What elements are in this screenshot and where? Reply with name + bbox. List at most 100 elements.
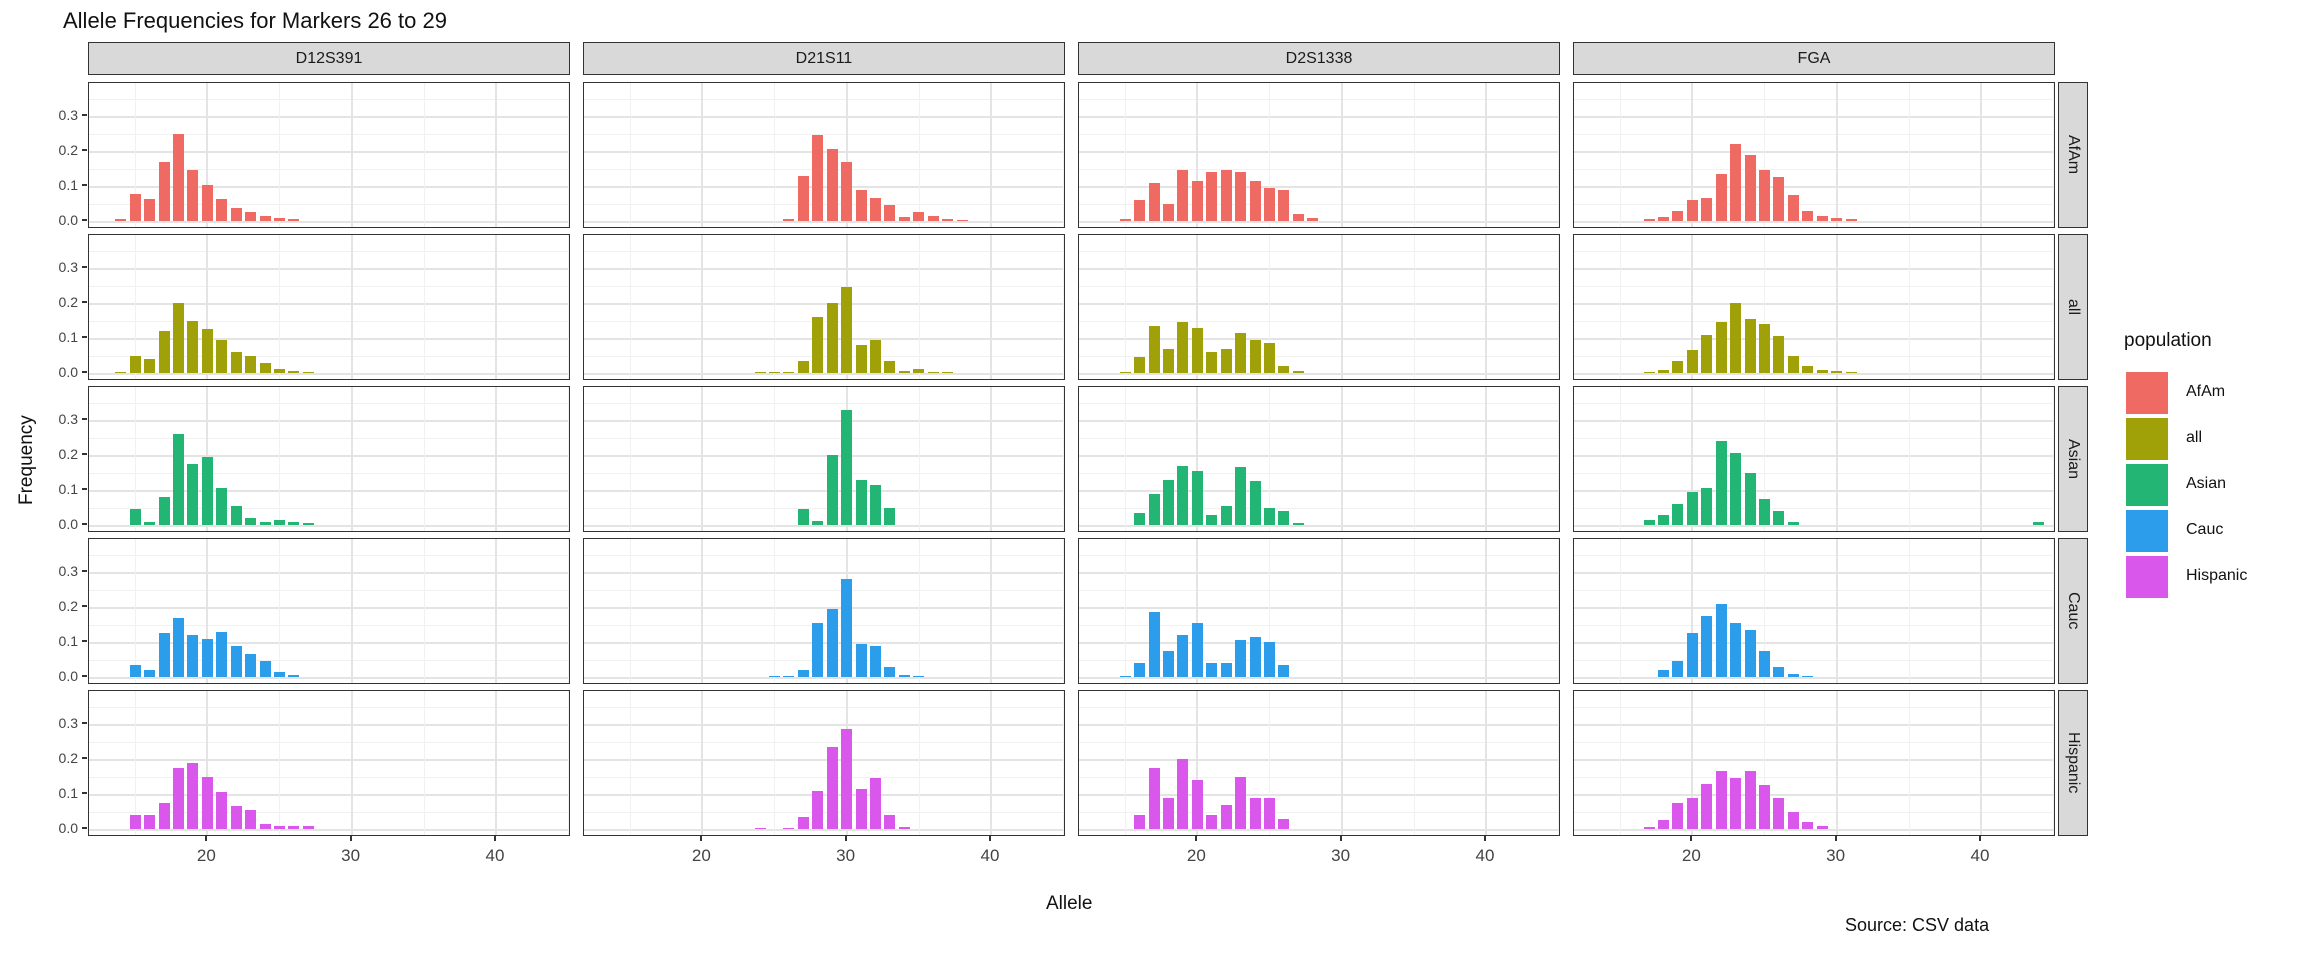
histogram-bar: [754, 371, 766, 373]
histogram-bar: [1845, 371, 1857, 373]
gridline-minor-h: [89, 98, 569, 100]
gridline-major-h: [584, 151, 1064, 153]
y-tick-label: 0.2: [58, 750, 78, 766]
gridline-minor-v: [2053, 83, 2055, 227]
gridline-minor-h: [584, 250, 1064, 252]
gridline-major-h: [1079, 373, 1559, 375]
histogram-bar: [826, 149, 838, 221]
y-tick-label: 0.3: [58, 107, 78, 123]
y-tick-mark: [82, 570, 87, 572]
x-axis-title: Allele: [1046, 893, 1093, 914]
gridline-major-h: [584, 677, 1064, 679]
histogram-bar: [1148, 767, 1160, 829]
histogram-bar: [1758, 170, 1770, 221]
gridline-minor-v: [1908, 83, 1910, 227]
histogram-bar: [1206, 172, 1218, 221]
gridline-major-h: [89, 572, 569, 574]
histogram-bar: [1816, 215, 1828, 221]
histogram-bar: [1292, 214, 1304, 221]
histogram-bar: [216, 631, 228, 677]
histogram-bar: [870, 339, 881, 373]
histogram-bar: [913, 675, 925, 677]
gridline-minor-v: [1125, 83, 1127, 227]
gridline-major-h: [1574, 607, 2054, 609]
histogram-bar: [1119, 219, 1131, 221]
gridline-minor-h: [584, 507, 1064, 509]
histogram-bar: [870, 484, 881, 525]
histogram-bar: [259, 362, 271, 373]
gridline-major-h: [89, 455, 569, 457]
histogram-bar: [913, 212, 925, 221]
gridline-major-h: [1079, 572, 1559, 574]
gridline-minor-v: [1413, 539, 1415, 683]
gridline-minor-v: [568, 691, 570, 835]
gridline-major-h: [584, 724, 1064, 726]
gridline-major-h: [584, 338, 1064, 340]
gridline-minor-h: [1574, 554, 2054, 556]
gridline-minor-v: [135, 691, 137, 835]
histogram-bar: [927, 215, 939, 221]
gridline-minor-v: [279, 235, 281, 379]
gridline-minor-h: [1079, 589, 1559, 591]
gridline-minor-v: [568, 539, 570, 683]
gridline-major-v: [1835, 83, 1838, 227]
y-tick-label: 0.2: [58, 598, 78, 614]
gridline-major-h: [1574, 794, 2054, 796]
gridline-major-h: [1574, 724, 2054, 726]
gridline-minor-v: [1413, 235, 1415, 379]
gridline-major-h: [584, 607, 1064, 609]
histogram-bar: [302, 371, 314, 373]
gridline-minor-v: [1558, 539, 1560, 683]
y-tick-label: 0.3: [58, 411, 78, 427]
gridline-minor-h: [584, 776, 1064, 778]
gridline-major-v: [350, 539, 353, 683]
facet-panel: [583, 538, 1065, 684]
x-tick-label: 30: [1331, 846, 1351, 865]
gridline-major-v: [845, 83, 848, 227]
y-tick-mark: [82, 219, 87, 221]
gridline-minor-v: [1764, 539, 1766, 683]
legend-key-swatch: [2126, 556, 2168, 598]
histogram-bar: [216, 339, 228, 373]
gridline-minor-v: [1908, 387, 1910, 531]
histogram-bar: [1134, 663, 1146, 677]
histogram-bar: [1758, 785, 1770, 829]
gridline-minor-h: [584, 355, 1064, 357]
histogram-bar: [1643, 371, 1655, 373]
gridline-major-h: [89, 794, 569, 796]
histogram-bar: [1787, 521, 1799, 525]
histogram-bar: [841, 161, 853, 221]
gridline-major-v: [701, 235, 704, 379]
histogram-bar: [1730, 144, 1742, 221]
histogram-bar: [1206, 352, 1218, 373]
gridline-minor-h: [1079, 472, 1559, 474]
y-axis-title: Frequency: [16, 415, 37, 505]
gridline-minor-v: [279, 83, 281, 227]
histogram-bar: [2033, 521, 2045, 525]
histogram-bar: [1643, 827, 1655, 829]
gridline-major-h: [584, 642, 1064, 644]
histogram-bar: [870, 645, 881, 677]
gridline-major-h: [1079, 116, 1559, 118]
gridline-major-v: [1340, 691, 1343, 835]
gridline-minor-v: [1063, 539, 1065, 683]
gridline-minor-v: [1764, 235, 1766, 379]
gridline-minor-h: [1574, 776, 2054, 778]
histogram-bar: [216, 199, 228, 221]
gridline-minor-h: [1079, 507, 1559, 509]
x-tick-mark: [205, 836, 208, 841]
facet-column-strip: D21S11: [583, 42, 1065, 75]
gridline-minor-v: [135, 387, 137, 531]
facet-panel: [1078, 690, 1560, 836]
histogram-bar: [1715, 322, 1727, 373]
histogram-bar: [1177, 635, 1189, 677]
histogram-bar: [1162, 650, 1174, 677]
gridline-major-h: [584, 455, 1064, 457]
gridline-minor-h: [1079, 554, 1559, 556]
facet-panel: [88, 538, 570, 684]
gridline-major-h: [1574, 829, 2054, 831]
histogram-bar: [855, 643, 867, 677]
y-tick-mark: [82, 114, 87, 116]
histogram-bar: [158, 331, 170, 373]
gridline-major-h: [584, 116, 1064, 118]
